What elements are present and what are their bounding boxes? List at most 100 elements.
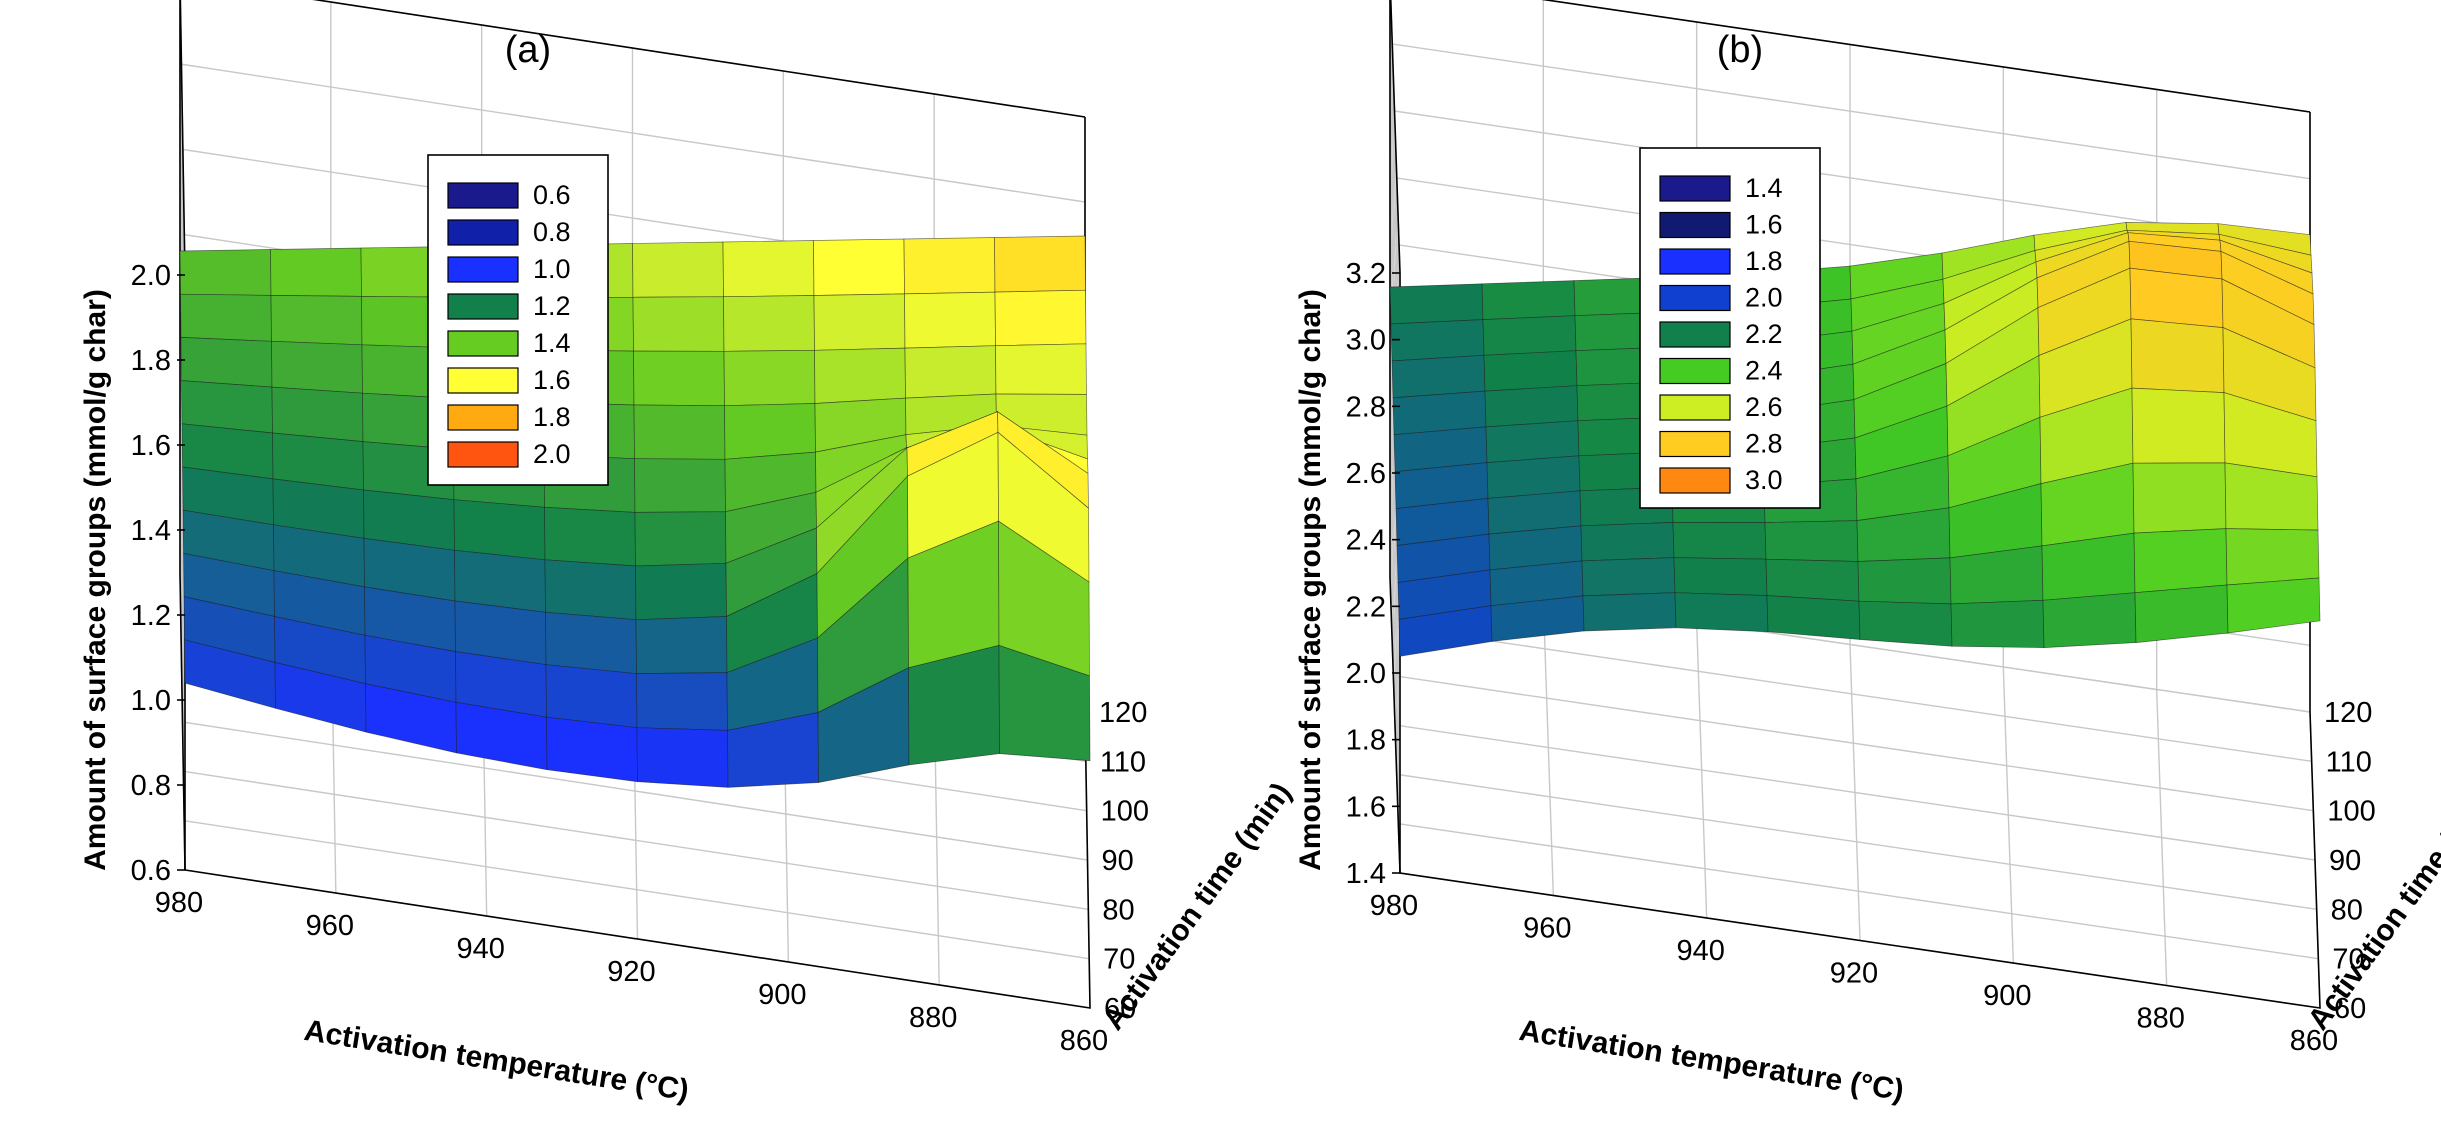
axis-line — [1541, 0, 2311, 113]
legend-label: 2.0 — [533, 439, 571, 469]
surface-patch — [544, 559, 637, 621]
surface-patch — [633, 404, 726, 460]
legend-swatch — [447, 367, 519, 394]
axis-line — [179, 0, 186, 276]
legend-label: 0.8 — [533, 217, 571, 247]
y-tick-label: 110 — [1100, 746, 1146, 778]
x-ticks: 980 960 940 920 900 880 860 — [155, 887, 1108, 1057]
surface-patch — [1857, 557, 1952, 605]
legend-swatch — [1659, 211, 1731, 239]
legend-swatch — [447, 293, 519, 320]
axis-line — [179, 573, 186, 871]
y-tick-label: 90 — [2329, 845, 2361, 877]
axis-line — [1389, 0, 1401, 274]
surface-patch — [814, 347, 906, 404]
z-ticks: 1.4 1.6 1.8 2.0 2.2 2.4 2.6 2.8 3.0 3.2 — [1346, 258, 1400, 890]
surface-patch — [813, 293, 906, 351]
legend: 1.4 1.6 1.8 2.0 2.2 2.4 2.6 2.8 3.0 — [1639, 147, 1821, 509]
surface-patch — [546, 716, 638, 783]
legend-swatch — [447, 182, 519, 209]
surface-patch — [904, 345, 997, 399]
surface-patch — [903, 237, 996, 295]
surface-patch — [994, 289, 1087, 347]
x-axis-label: Activation temperature (°C) — [302, 1014, 691, 1107]
surface-patch — [636, 672, 728, 731]
legend-label: 1.4 — [1745, 173, 1783, 203]
x-tick-label: 960 — [306, 910, 354, 942]
surface-patch — [1582, 592, 1677, 632]
legend-swatch — [447, 330, 519, 357]
surface-patch — [722, 240, 815, 298]
legend-label: 1.6 — [1745, 210, 1783, 240]
x-tick-label: 900 — [1983, 980, 2031, 1012]
x-tick-label: 920 — [607, 956, 655, 988]
surface-patch — [271, 340, 363, 394]
x-tick-label: 980 — [1370, 890, 1418, 922]
surface-patch — [1764, 520, 1859, 562]
legend-swatch — [1659, 284, 1731, 312]
x-tick-label: 940 — [456, 933, 504, 965]
legend-swatch — [1659, 321, 1731, 348]
legend-swatch — [1659, 248, 1731, 275]
z-tick-label: 2.2 — [1346, 591, 1386, 623]
surface — [179, 235, 1091, 788]
legend-label: 0.6 — [533, 180, 571, 210]
surface-patch — [1765, 558, 1860, 602]
surface-patch — [545, 664, 638, 729]
surface-patch — [270, 295, 363, 346]
surface-patch — [270, 247, 362, 297]
z-tick-label: 1.6 — [1346, 791, 1386, 823]
surface-patch — [723, 349, 816, 407]
surface-patch — [1483, 350, 1578, 392]
y-tick-label: 90 — [1102, 845, 1134, 877]
z-ticks: 0.6 0.8 1.0 1.2 1.4 1.6 1.8 2.0 — [131, 260, 185, 887]
y-ticks: 60 70 80 90 100 110 120 — [1099, 697, 1149, 1025]
surface-patch — [635, 562, 727, 621]
surface-patch — [813, 238, 905, 296]
y-tick-label: 100 — [2327, 796, 2375, 828]
grid-line — [183, 770, 1089, 911]
surface-patch — [2042, 592, 2137, 648]
surface-patch — [632, 241, 724, 298]
z-tick-label: 1.4 — [131, 515, 171, 547]
z-tick-label: 2.4 — [1346, 525, 1386, 557]
surface-patch — [634, 458, 726, 513]
legend-label: 1.2 — [533, 291, 571, 321]
axis-line — [312, 0, 1086, 118]
legend-label: 2.2 — [1745, 319, 1783, 349]
z-tick-label: 1.8 — [131, 345, 171, 377]
surface-patch — [180, 293, 272, 342]
x-tick-label: 860 — [2290, 1025, 2338, 1057]
surface-patch — [180, 337, 273, 388]
surface-patch — [1581, 557, 1676, 597]
grid-line — [1394, 724, 2316, 861]
surface-patch — [998, 644, 1091, 762]
x-tick-label: 880 — [2136, 1003, 2184, 1035]
surface-patch — [904, 291, 996, 349]
surface-patch — [1674, 592, 1769, 633]
z-tick-label: 1.6 — [131, 430, 171, 462]
legend-label: 1.0 — [533, 254, 571, 284]
surface-patch — [1484, 385, 1579, 428]
z-tick-label: 2.8 — [1346, 391, 1386, 423]
x-axis-label: Activation temperature (°C) — [1517, 1014, 1906, 1107]
z-tick-label: 1.4 — [1346, 858, 1386, 890]
legend-label: 2.4 — [1745, 356, 1783, 386]
surface-patch — [2130, 318, 2225, 393]
y-tick-label: 70 — [2332, 944, 2364, 976]
surface-patch — [1766, 595, 1861, 640]
surface-patch — [2225, 528, 2320, 586]
panel-title: (b) — [1717, 29, 1763, 71]
z-axis-label: Amount of surface groups (mmol/g char) — [79, 289, 112, 871]
surface-patch — [724, 403, 816, 460]
legend-swatch — [447, 256, 519, 283]
legend: 0.6 0.8 1.0 1.2 1.4 1.6 1.8 2.0 — [427, 154, 609, 486]
y-tick-label: 80 — [1102, 894, 1134, 926]
surface-patch — [1482, 315, 1577, 356]
z-tick-label: 0.8 — [131, 770, 171, 802]
legend-label: 1.4 — [533, 328, 571, 358]
legend-swatch — [447, 404, 519, 431]
surface-patch — [271, 386, 364, 442]
y-tick-label: 60 — [1104, 993, 1136, 1025]
